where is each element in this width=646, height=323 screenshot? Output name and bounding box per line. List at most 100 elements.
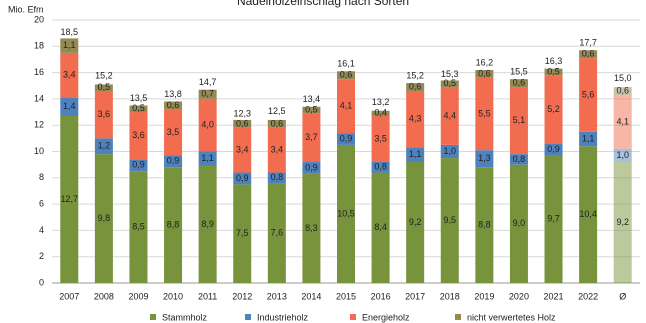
bar-segment	[267, 127, 286, 173]
bar-segment	[267, 183, 286, 283]
total-label: 14,7	[199, 77, 217, 87]
data-label: 5,2	[547, 104, 560, 114]
data-label: 4,4	[444, 110, 457, 120]
y-tick-label: 6	[39, 198, 44, 208]
bar-segment	[544, 75, 563, 144]
bar-segment	[406, 91, 425, 148]
data-label: 3,6	[98, 109, 111, 119]
bar-segment	[302, 106, 321, 114]
data-label: 9,2	[616, 217, 629, 227]
bar-segment	[164, 155, 183, 168]
data-label: 1,1	[63, 40, 76, 50]
total-label: 16,2	[476, 57, 494, 67]
bar-segment	[440, 87, 459, 145]
bar-segment	[60, 115, 79, 284]
bar-segment	[509, 87, 528, 155]
bar-segment	[60, 38, 79, 53]
data-label: 8,9	[201, 219, 214, 229]
y-tick-label: 12	[34, 120, 44, 130]
bar-segment	[94, 154, 113, 283]
x-tick-label: 2011	[198, 291, 217, 301]
y-tick-label: 2	[39, 251, 44, 261]
bar-segment	[406, 162, 425, 283]
x-tick-label: 2017	[405, 291, 425, 301]
legend-label: nicht verwertetes Holz	[467, 312, 556, 322]
total-label: 13,4	[303, 94, 321, 104]
bar-segment	[579, 58, 598, 132]
bar-segment	[579, 50, 598, 59]
bar-segment	[371, 162, 390, 173]
bar-segment	[544, 143, 563, 156]
data-label: 0,6	[582, 49, 595, 59]
bar-segment	[267, 172, 286, 184]
data-label: 7,5	[236, 228, 249, 238]
data-label: 4,1	[340, 101, 353, 111]
bar-segment	[129, 171, 148, 283]
bar-segment	[440, 144, 459, 159]
y-tick-label: 4	[39, 225, 44, 235]
data-label: 1,2	[98, 141, 111, 151]
data-label: 10,4	[579, 209, 597, 219]
bar-segment	[233, 172, 252, 185]
bar-segment	[233, 184, 252, 283]
bar-segment	[509, 79, 528, 88]
bar-segment	[94, 84, 113, 92]
data-label: 0,6	[513, 77, 526, 87]
data-label: 4,3	[409, 114, 422, 124]
data-label: 4,1	[616, 116, 629, 126]
data-label: 9,8	[98, 213, 111, 223]
legend-swatch	[455, 314, 461, 320]
x-tick-label: 2007	[59, 291, 79, 301]
legend-label: Stammholz	[162, 312, 208, 322]
data-label: 8,4	[374, 222, 387, 232]
data-label: 0,9	[132, 160, 145, 170]
data-label: 3,4	[236, 145, 249, 155]
y-tick-label: 0	[39, 277, 44, 287]
data-label: 0,9	[236, 173, 249, 183]
data-label: 1,4	[63, 101, 76, 111]
bar-segment	[475, 69, 494, 78]
total-label: 15,5	[510, 67, 528, 77]
data-label: 0,6	[616, 85, 629, 95]
total-label: 16,3	[545, 56, 563, 66]
y-tick-label: 10	[34, 146, 44, 156]
bar-segment	[337, 133, 355, 145]
data-label: 1,1	[409, 149, 422, 159]
data-label: 0,6	[167, 100, 180, 110]
bar-segment	[233, 119, 252, 128]
bar-segment	[579, 146, 598, 283]
y-tick-label: 18	[34, 41, 44, 51]
total-label: 12,3	[233, 109, 251, 119]
bar-segment	[579, 131, 598, 147]
y-axis-label: Mio. Efm	[8, 4, 44, 14]
x-tick-label: 2018	[440, 291, 460, 301]
bar-segment	[198, 151, 217, 166]
data-label: 1,0	[616, 150, 629, 160]
bar-segment	[613, 87, 632, 95]
bar-segment	[302, 162, 321, 174]
bar-segment	[60, 52, 79, 98]
data-label: 0,4	[374, 108, 387, 118]
x-tick-label: 2012	[232, 291, 252, 301]
x-tick-label: 2021	[544, 291, 564, 301]
data-label: 1,1	[201, 153, 214, 163]
bar-segment	[371, 110, 390, 116]
bar-segment	[267, 119, 286, 128]
y-tick-label: 8	[39, 172, 44, 182]
x-tick-label: 2008	[94, 291, 114, 301]
data-label: 12,7	[61, 194, 79, 204]
bar-segment	[164, 101, 183, 110]
bar-segment	[371, 172, 390, 283]
bar-segment	[440, 80, 459, 88]
y-tick-label: 14	[34, 93, 44, 103]
y-tick-label: 16	[34, 67, 44, 77]
bar-segment	[302, 113, 321, 163]
bar-segment	[509, 164, 528, 283]
total-label: 15,0	[614, 73, 632, 83]
bar-segment	[198, 165, 217, 283]
x-tick-label: 2015	[336, 291, 356, 301]
bar-segment	[94, 138, 113, 155]
data-label: 8,8	[478, 220, 491, 230]
bar-segment	[198, 89, 217, 99]
data-label: 3,5	[374, 133, 387, 143]
